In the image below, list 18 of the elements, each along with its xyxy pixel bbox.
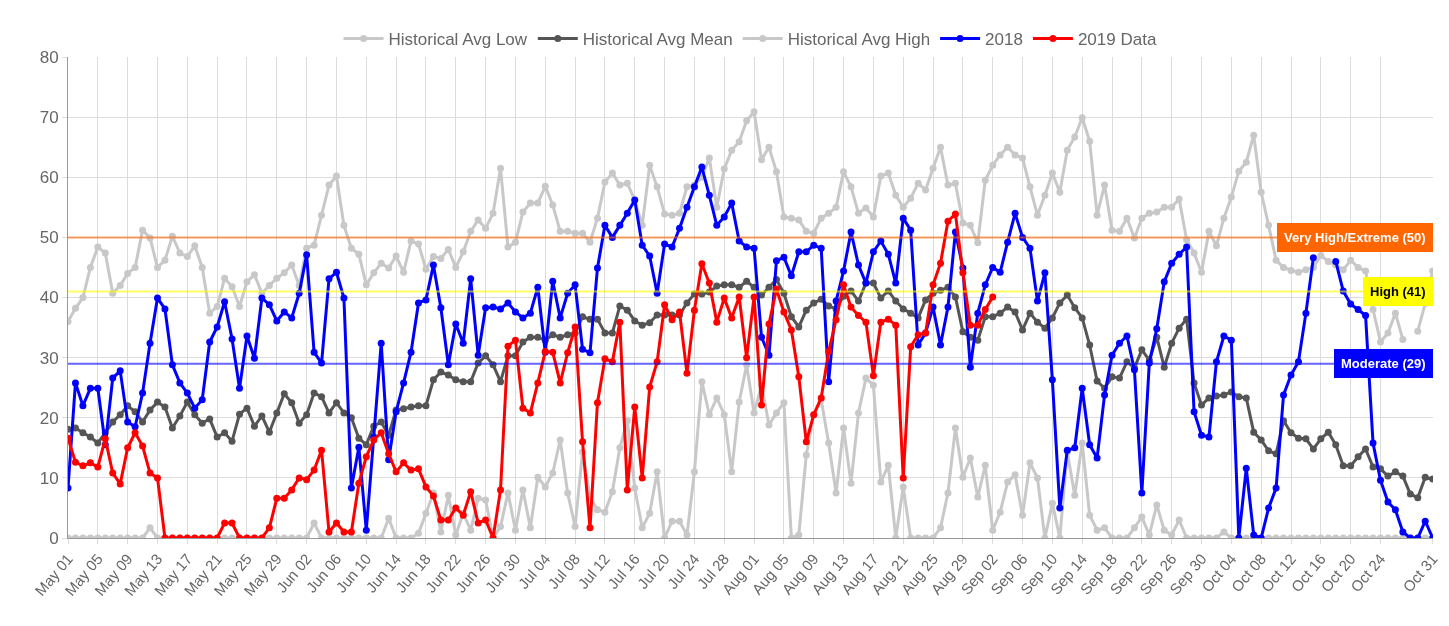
ref-line-label: High (41) — [1370, 284, 1426, 299]
ref-line-label: Very High/Extreme (50) — [1284, 230, 1426, 245]
y-tick-label: 20 — [39, 408, 59, 428]
legend-label: Historical Avg Mean — [582, 30, 733, 50]
legend-label: Historical Avg Low — [388, 30, 528, 50]
y-tick-label: 60 — [39, 168, 59, 188]
legend-label: Historical Avg High — [787, 30, 931, 50]
y-tick-label: 10 — [39, 468, 59, 488]
y-tick-label: 80 — [39, 47, 59, 67]
legend-label: 2018 — [985, 30, 1023, 50]
y-tick-label: 40 — [39, 288, 59, 308]
y-tick-label: 0 — [49, 528, 59, 548]
x-tick-label: Oct 31 — [1399, 550, 1441, 596]
y-tick-label: 70 — [39, 108, 59, 128]
y-tick-label: 50 — [39, 228, 59, 248]
legend-label: 2019 Data — [1077, 30, 1157, 50]
ref-line-label: Moderate (29) — [1341, 356, 1426, 371]
y-tick-label: 30 — [39, 348, 59, 368]
